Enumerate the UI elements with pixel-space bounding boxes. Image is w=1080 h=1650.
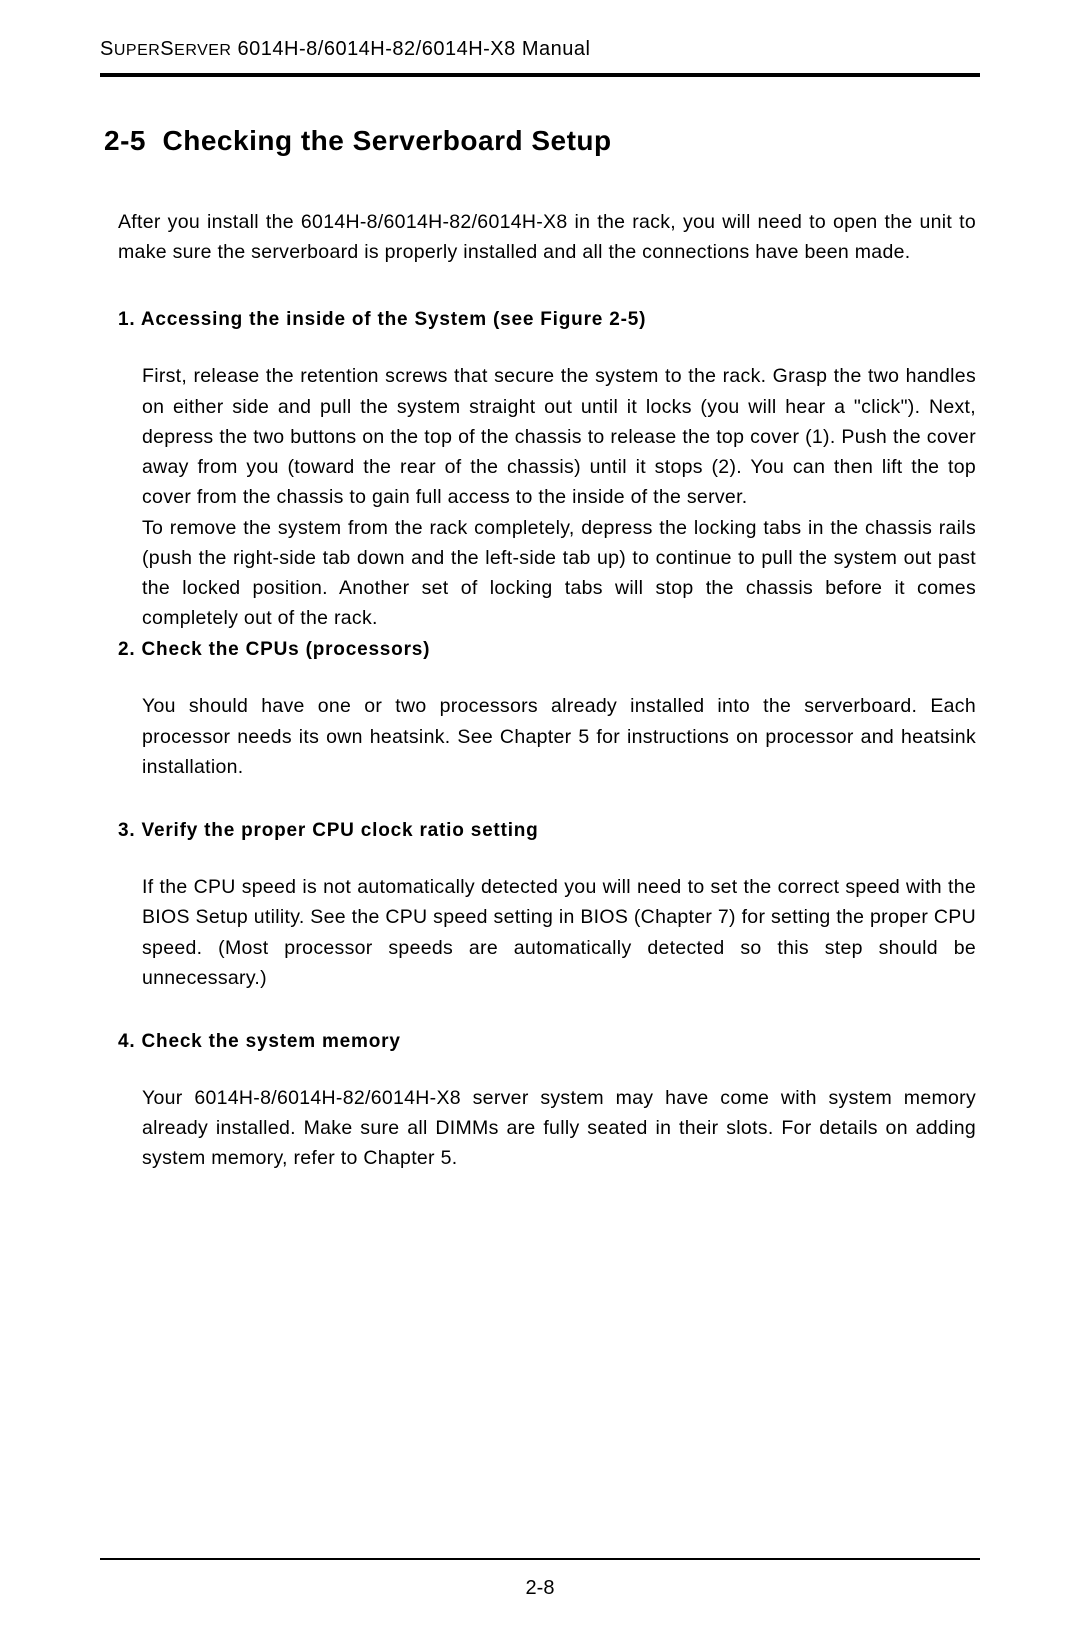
step-1-para-1: First, release the retention screws that…: [142, 361, 976, 512]
section-heading: Checking the Serverboard Setup: [163, 125, 612, 156]
page-header: SUPERSERVER 6014H-8/6014H-82/6014H-X8 Ma…: [100, 38, 980, 77]
step-2-para-1: You should have one or two processors al…: [142, 691, 976, 782]
section-title: 2-5 Checking the Serverboard Setup: [100, 125, 980, 157]
header-text: SUPERSERVER 6014H-8/6014H-82/6014H-X8 Ma…: [100, 38, 590, 60]
step-4-para-1: Your 6014H-8/6014H-82/6014H-X8 server sy…: [142, 1083, 976, 1174]
step-1-body: First, release the retention screws that…: [100, 361, 980, 633]
page-number: 2-8: [0, 1577, 1080, 1600]
step-3-title: 3. Verify the proper CPU clock ratio set…: [100, 820, 980, 842]
footer-divider: [100, 1558, 980, 1560]
step-2-body: You should have one or two processors al…: [100, 691, 980, 782]
step-3-para-1: If the CPU speed is not automatically de…: [142, 872, 976, 993]
step-2-title: 2. Check the CPUs (processors): [100, 639, 980, 661]
step-1-title: 1. Accessing the inside of the System (s…: [100, 309, 980, 331]
step-4-title: 4. Check the system memory: [100, 1031, 980, 1053]
step-4-body: Your 6014H-8/6014H-82/6014H-X8 server sy…: [100, 1083, 980, 1174]
step-1-para-2: To remove the system from the rack compl…: [142, 513, 976, 634]
step-3-body: If the CPU speed is not automatically de…: [100, 872, 980, 993]
intro-paragraph: After you install the 6014H-8/6014H-82/6…: [100, 207, 980, 267]
section-number: 2-5: [104, 125, 146, 156]
